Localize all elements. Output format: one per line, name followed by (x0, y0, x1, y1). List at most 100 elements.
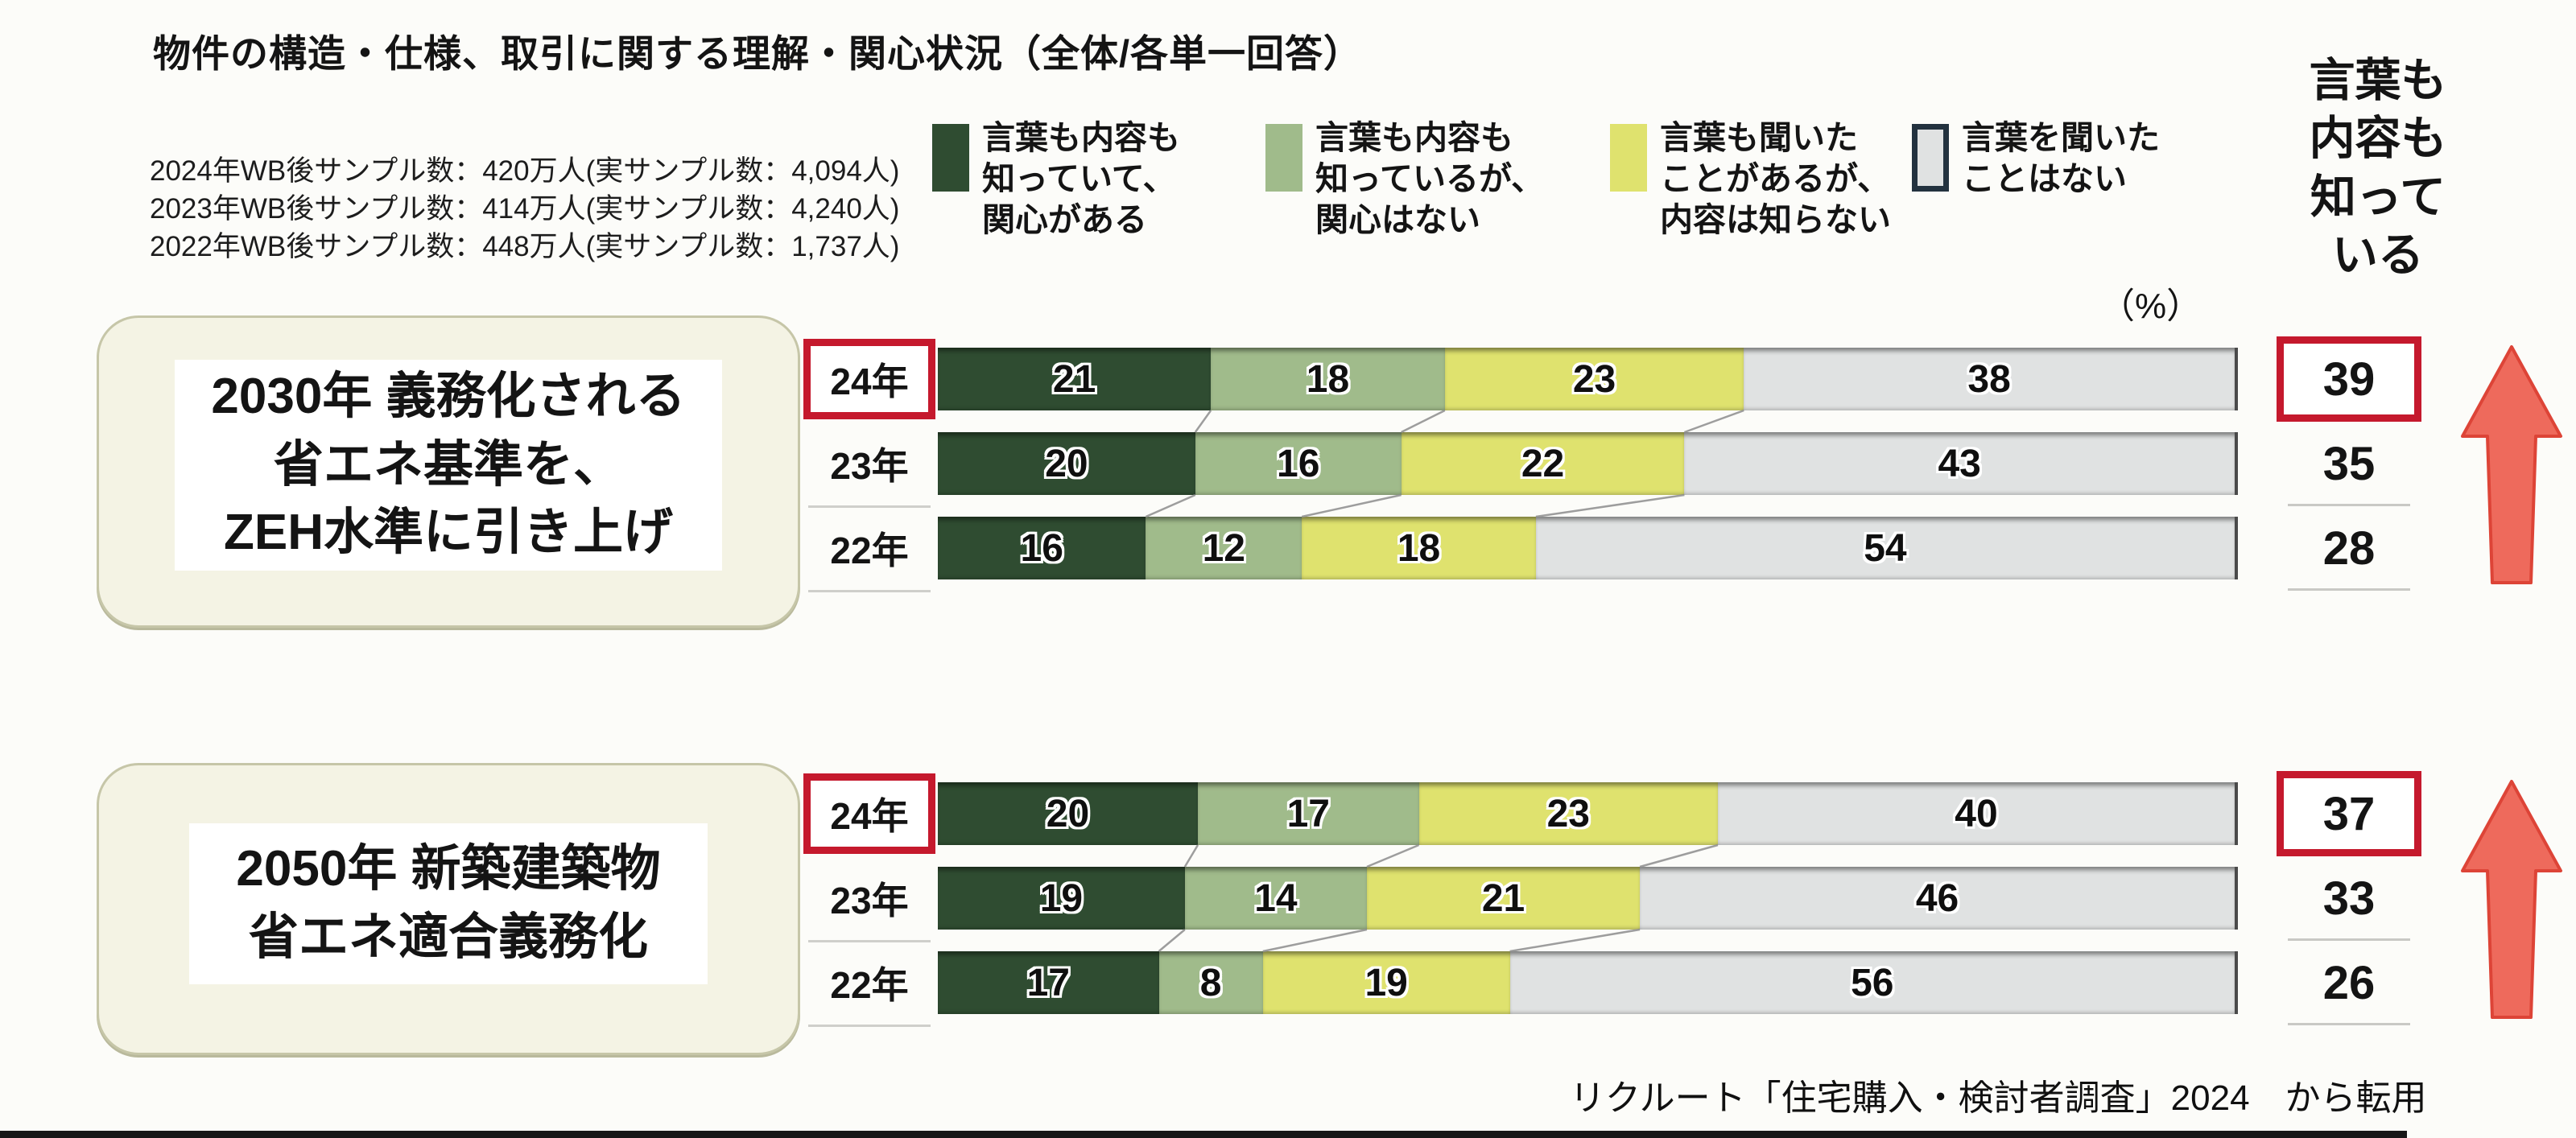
bar-value-label: 38 (1967, 357, 2011, 401)
bar-value-label: 16 (1020, 526, 1063, 570)
year-label: 22年 (803, 951, 935, 1027)
source-credit: リクルート「住宅購入・検討者調査」2024 から転用 (1570, 1078, 2427, 1118)
bar-segment: 17 (1198, 782, 1419, 845)
bar-row: 20 16 22 43 (938, 432, 2238, 495)
bar-value-label: 54 (1864, 526, 1907, 570)
chart-2030-zeh: 24年 23年 22年 21 18 23 38 20 16 22 43 16 12 18 54 39 35 2… (803, 330, 2576, 608)
bar-row: 17 8 19 56 (938, 951, 2238, 1014)
bar-segment: 43 (1684, 432, 2238, 495)
totals-column: 37 33 26 (2277, 765, 2429, 1042)
bar-segment: 18 (1211, 348, 1445, 410)
topic-card-2050-mandate: 2050年 新築建築物 省エネ適合義務化 (97, 763, 800, 1055)
bar-segment: 46 (1640, 867, 2238, 930)
bar-segment: 56 (1509, 951, 2238, 1014)
total-value-highlighted: 39 (2277, 336, 2421, 422)
year-label: 22年 (803, 517, 935, 592)
bar-segment: 22 (1401, 432, 1685, 495)
legend-item-heard-only: 言葉も聞いた ことがあるが、 内容は知らない (1610, 118, 1891, 240)
percent-unit-label: （%） (2099, 287, 2202, 326)
total-value: 35 (2277, 432, 2421, 506)
bar-row: 21 18 23 38 (938, 348, 2238, 410)
sample-note-2024: 2024年WB後サンプル数：420万人(実サンプル数：4,094人) (150, 155, 900, 187)
total-value: 26 (2277, 951, 2421, 1025)
bar-segment: 40 (1717, 782, 2238, 845)
bar-segment: 17 (938, 951, 1159, 1014)
legend-swatch-gray (1912, 124, 1949, 192)
year-label-highlighted: 24年 (803, 339, 935, 419)
totals-column: 39 35 28 (2277, 330, 2429, 608)
totals-column-header: 言葉も 内容も 知って いる (2309, 55, 2447, 282)
total-value: 33 (2277, 867, 2421, 941)
legend-label: 言葉も内容も 知っていて、 関心がある (982, 119, 1180, 238)
bar-value-label: 18 (1306, 357, 1350, 401)
sample-size-notes: 2024年WB後サンプル数：420万人(実サンプル数：4,094人) 2023年… (150, 153, 899, 266)
bar-segment: 8 (1158, 951, 1263, 1014)
sample-note-2022: 2022年WB後サンプル数：448万人(実サンプル数：1,737人) (150, 230, 900, 262)
bar-segment: 20 (938, 432, 1195, 495)
scan-edge-strip (0, 1131, 2407, 1138)
legend-item-know-not-interested: 言葉も内容も 知っているが、 関心はない (1265, 118, 1544, 240)
bar-value-label: 40 (1955, 792, 1998, 835)
bar-segment: 16 (938, 517, 1146, 579)
bar-value-label: 21 (1052, 357, 1096, 401)
topic-card-2030-zeh: 2030年 義務化される 省エネ基準を、 ZEH水準に引き上げ (97, 315, 800, 628)
chart-2050-mandate: 24年 23年 22年 20 17 23 40 19 14 21 46 17 8 19 56 37 33 26 (803, 765, 2576, 1042)
legend-label: 言葉も内容も 知っているが、 関心はない (1315, 119, 1545, 238)
bar-value-label: 18 (1397, 526, 1441, 570)
bar-segment: 18 (1302, 517, 1536, 579)
bar-value-label: 21 (1481, 876, 1525, 920)
bar-value-label: 43 (1938, 442, 1981, 485)
bar-row: 16 12 18 54 (938, 517, 2238, 579)
bar-segment: 38 (1744, 348, 2238, 410)
page-title: 物件の構造・仕様、取引に関する理解・関心状況（全体/各単一回答） (153, 32, 1363, 75)
bar-value-label: 22 (1521, 442, 1565, 485)
bar-segment: 20 (938, 782, 1198, 845)
bar-value-label: 20 (1046, 792, 1090, 835)
legend-swatch-darkgreen (932, 124, 969, 192)
bar-value-label: 16 (1277, 442, 1320, 485)
bar-segment: 23 (1418, 782, 1718, 845)
bar-value-label: 56 (1851, 961, 1894, 1004)
year-column: 24年 23年 22年 (803, 765, 935, 1042)
bar-value-label: 19 (1039, 876, 1084, 920)
bar-segment: 19 (938, 867, 1185, 930)
legend-swatch-lightgreen (1265, 124, 1302, 192)
trend-up-arrow (2461, 780, 2562, 1019)
bar-row: 20 17 23 40 (938, 782, 2238, 845)
legend-label: 言葉を聞いた ことはない (1962, 119, 2160, 197)
legend-swatch-yellowgreen (1610, 124, 1647, 192)
year-label: 23年 (803, 867, 935, 942)
bar-segment: 21 (1366, 867, 1641, 930)
total-value-highlighted: 37 (2277, 771, 2421, 856)
legend-label: 言葉も聞いた ことがあるが、 内容は知らない (1660, 119, 1891, 238)
bar-value-label: 23 (1546, 792, 1590, 835)
bar-value-label: 23 (1572, 357, 1616, 401)
bar-segment: 23 (1444, 348, 1744, 410)
legend-item-never-heard: 言葉を聞いた ことはない (1912, 118, 2160, 200)
bar-segment: 14 (1184, 867, 1367, 930)
bar-segment: 12 (1146, 517, 1302, 579)
year-label: 23年 (803, 432, 935, 508)
sample-note-2023: 2023年WB後サンプル数：414万人(実サンプル数：4,240人) (150, 192, 900, 225)
legend-item-know-interested: 言葉も内容も 知っていて、 関心がある (932, 118, 1180, 240)
bar-row: 19 14 21 46 (938, 867, 2238, 930)
bar-segment: 19 (1262, 951, 1510, 1014)
bar-value-label: 12 (1202, 526, 1245, 570)
bars-area: 20 17 23 40 19 14 21 46 17 8 19 56 (938, 765, 2238, 1042)
bar-value-label: 46 (1915, 876, 1959, 920)
bar-value-label: 20 (1045, 442, 1088, 485)
bar-value-label: 17 (1286, 792, 1330, 835)
bar-value-label: 14 (1254, 876, 1298, 920)
bar-segment: 16 (1195, 432, 1402, 495)
topic-card-label: 2050年 新築建築物 省エネ適合義務化 (189, 823, 708, 984)
year-label-highlighted: 24年 (803, 773, 935, 854)
topic-card-label: 2030年 義務化される 省エネ基準を、 ZEH水準に引き上げ (175, 360, 722, 571)
trend-up-arrow (2461, 345, 2562, 584)
bar-segment: 21 (938, 348, 1212, 410)
bar-value-label: 17 (1026, 961, 1070, 1004)
year-column: 24年 23年 22年 (803, 330, 935, 608)
bar-value-label: 8 (1199, 961, 1222, 1004)
bars-area: 21 18 23 38 20 16 22 43 16 12 18 54 (938, 330, 2238, 608)
bar-value-label: 19 (1364, 961, 1408, 1004)
bar-segment: 54 (1535, 517, 2238, 579)
